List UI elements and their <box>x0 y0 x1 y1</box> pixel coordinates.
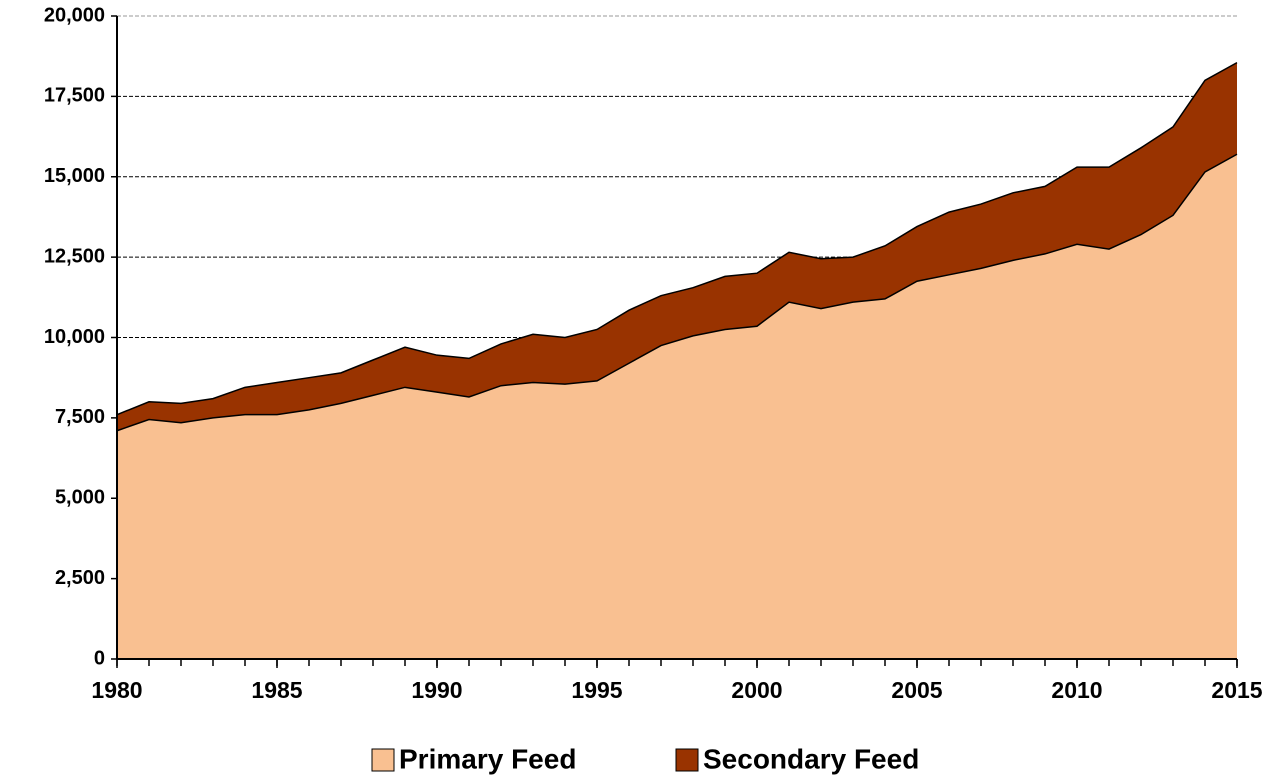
x-tick-label: 1990 <box>411 677 462 703</box>
x-tick-label: 2010 <box>1051 677 1102 703</box>
area <box>117 62 1237 431</box>
legend-label: Secondary Feed <box>703 743 919 774</box>
legend-swatch <box>675 748 699 772</box>
y-tick-label: 5,000 <box>55 487 105 509</box>
x-tick-label: 1995 <box>571 677 622 703</box>
legend-swatch <box>371 748 395 772</box>
y-tick-label: 15,000 <box>44 165 105 187</box>
y-tick-label: 12,500 <box>44 245 105 267</box>
legend-label: Primary Feed <box>399 743 576 774</box>
x-tick-label: 2015 <box>1211 677 1262 703</box>
area-edge <box>116 153 1238 432</box>
y-tick-label: 7,500 <box>55 406 105 428</box>
y-tick-label: 2,500 <box>55 567 105 589</box>
x-tick-label: 1985 <box>251 677 302 703</box>
y-tick-label: 10,000 <box>44 326 105 348</box>
y-tick-label: 17,500 <box>44 85 105 107</box>
area <box>117 154 1237 659</box>
x-tick-label: 1980 <box>91 677 142 703</box>
x-tick-label: 2005 <box>891 677 942 703</box>
area-edge <box>116 61 1238 416</box>
y-tick-label: 20,000 <box>44 4 105 26</box>
x-tick-label: 2000 <box>731 677 782 703</box>
y-tick-label: 0 <box>94 647 105 669</box>
